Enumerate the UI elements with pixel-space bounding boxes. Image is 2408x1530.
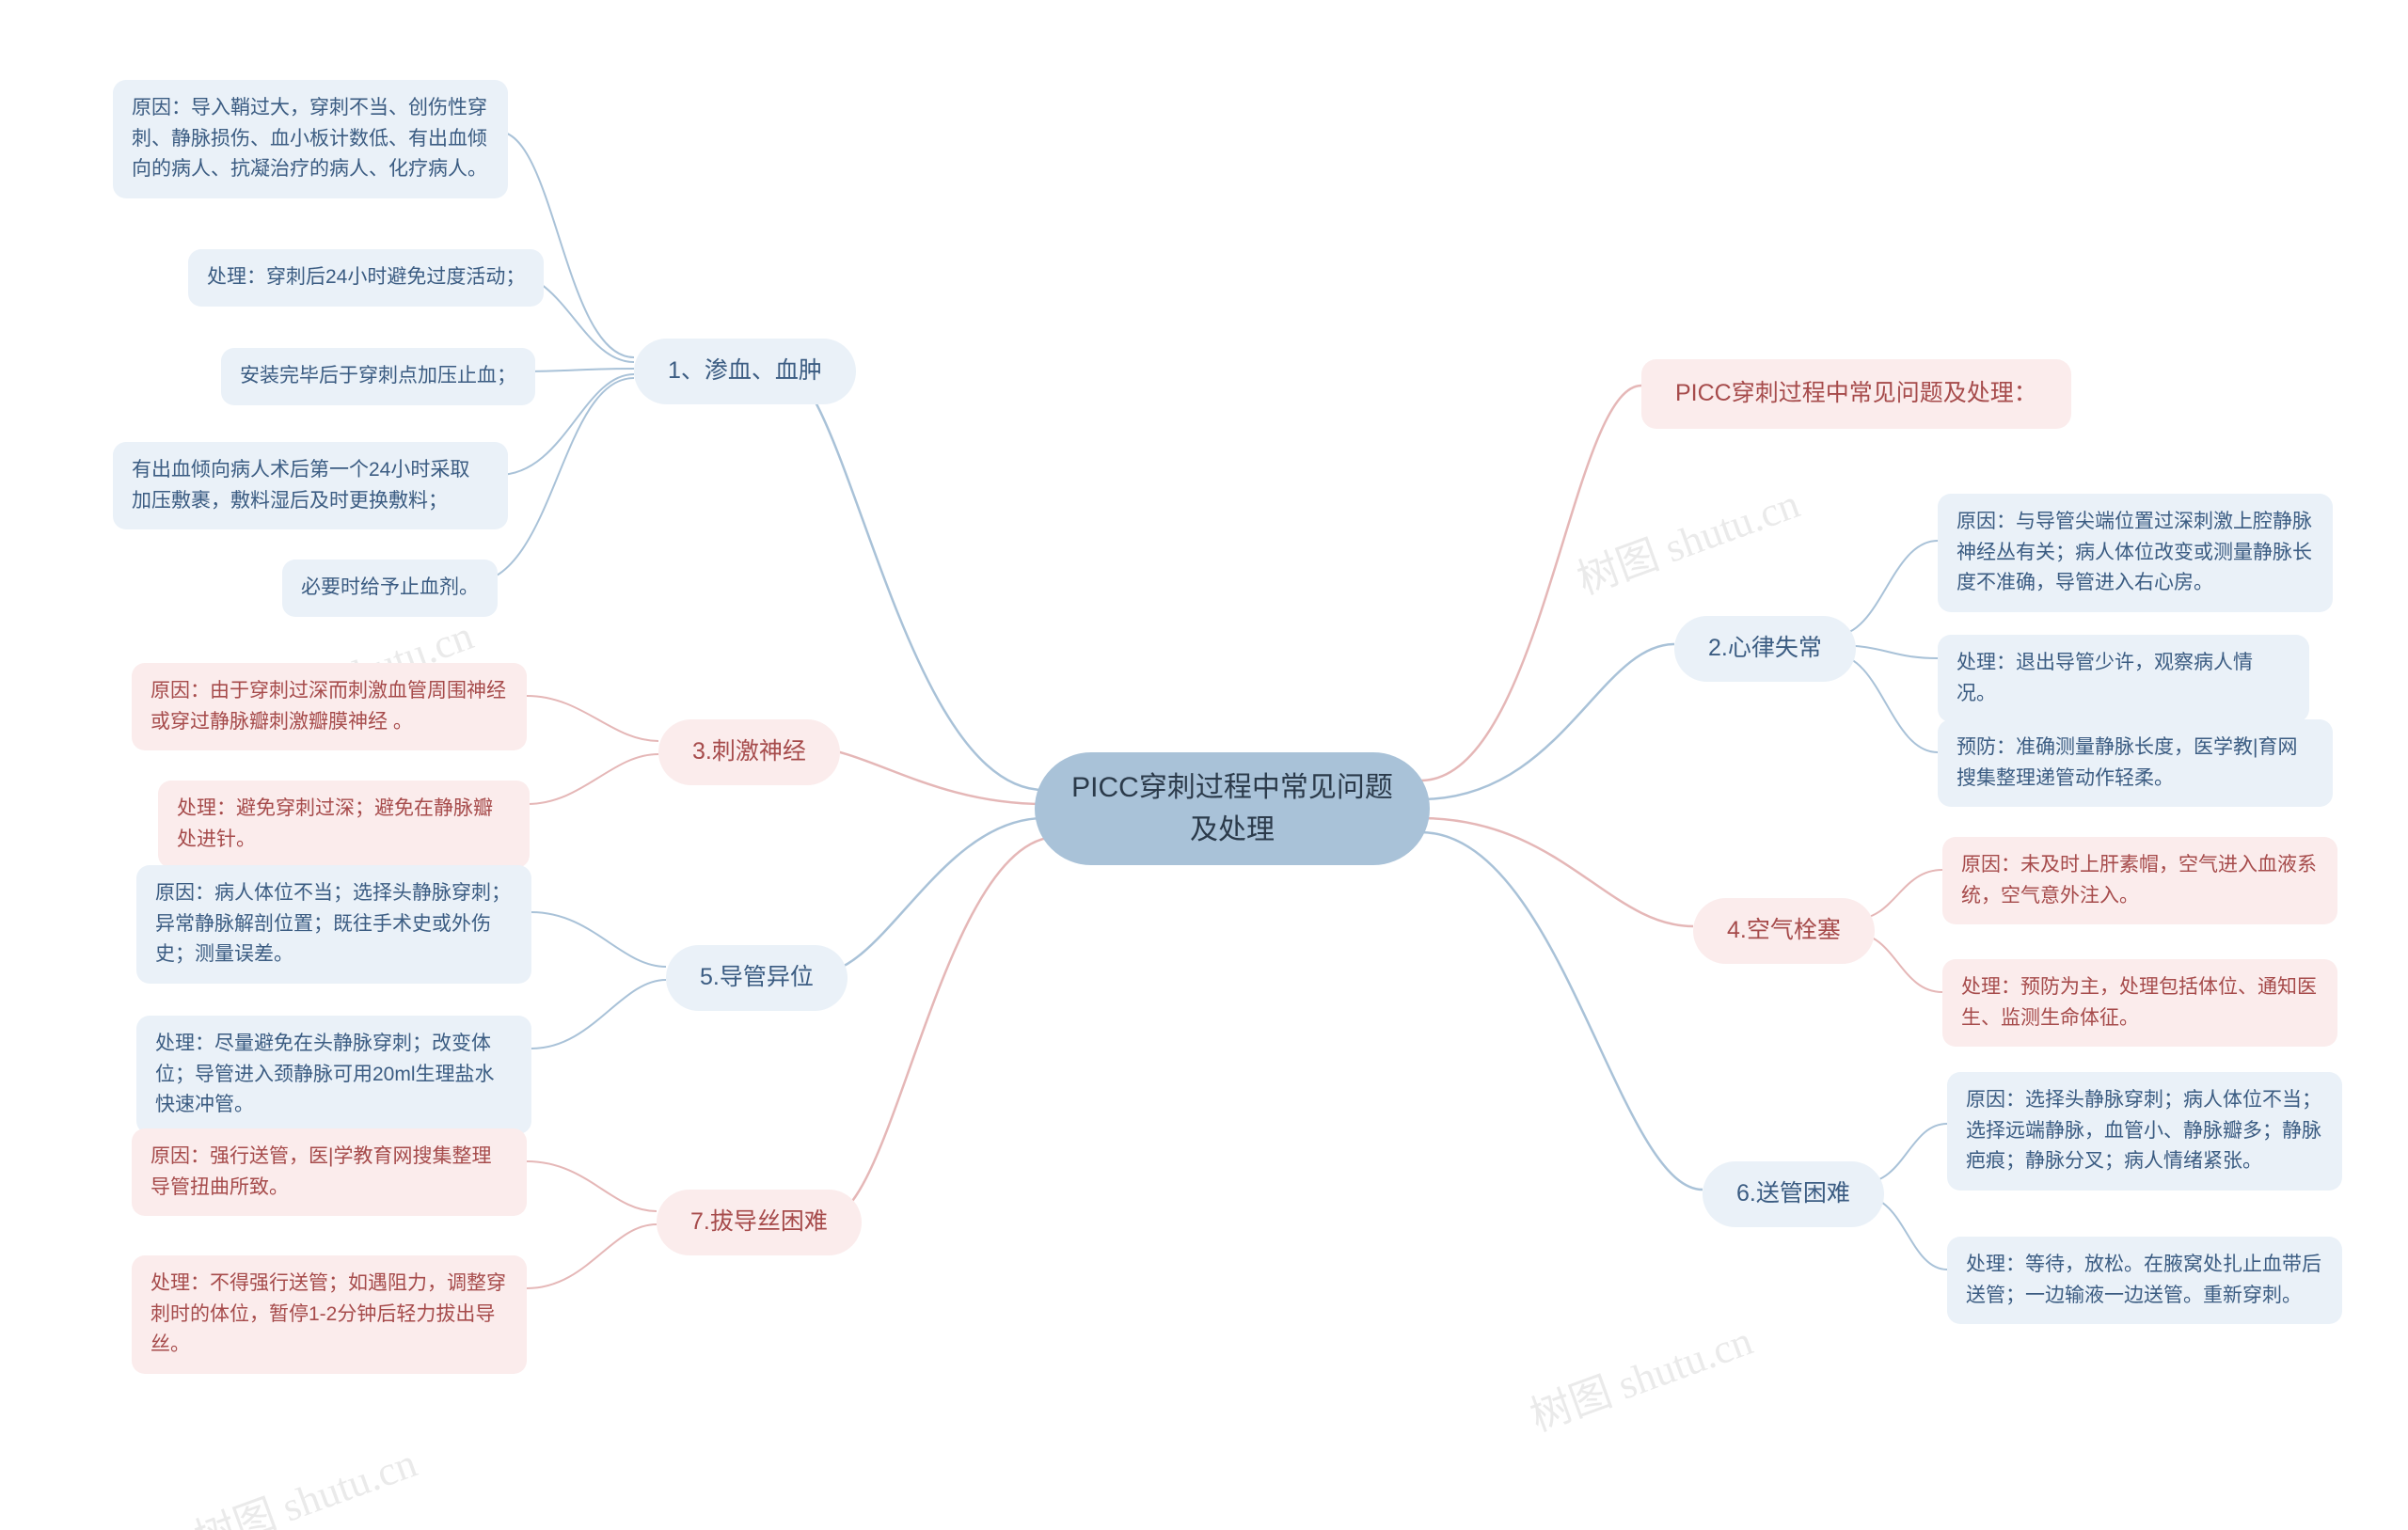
branch-4-label: 4.空气栓塞 — [1727, 913, 1841, 949]
leaf-text: 原因：与导管尖端位置过深刺激上腔静脉神经丛有关；病人体位改变或测量静脉长度不准确… — [1956, 507, 2314, 599]
leaf-b5-2: 处理：尽量避免在头静脉穿刺；改变体位；导管进入颈静脉可用20ml生理盐水快速冲管… — [136, 1016, 531, 1134]
leaf-b3-1: 原因：由于穿刺过深而刺激血管周围神经或穿过静脉瓣刺激瓣膜神经 。 — [132, 663, 527, 750]
center-title: PICC穿刺过程中常见问题及处理 — [1061, 766, 1403, 851]
leaf-text: 处理：退出导管少许，观察病人情况。 — [1956, 648, 2290, 709]
branch-3-label: 3.刺激神经 — [692, 734, 806, 770]
leaf-b1-4: 有出血倾向病人术后第一个24小时采取加压敷裹，敷料湿后及时更换敷料； — [113, 442, 508, 529]
leaf-b4-1: 原因：未及时上肝素帽，空气进入血液系统，空气意外注入。 — [1942, 837, 2337, 924]
branch-2-label: 2.心律失常 — [1708, 631, 1822, 667]
watermark: 树图 shutu.cn — [185, 1429, 424, 1530]
leaf-b1-5: 必要时给予止血剂。 — [282, 560, 498, 617]
leaf-text: 处理：避免穿刺过深；避免在静脉瓣处进针。 — [177, 794, 511, 855]
leaf-text: 预防：准确测量静脉长度，医学教|育网搜集整理递管动作轻柔。 — [1956, 733, 2314, 794]
branch-1-label: 1、渗血、血肿 — [668, 354, 822, 389]
leaf-b1-1: 原因：导入鞘过大，穿刺不当、创伤性穿刺、静脉损伤、血小板计数低、有出血倾向的病人… — [113, 80, 508, 198]
leaf-text: 有出血倾向病人术后第一个24小时采取加压敷裹，敷料湿后及时更换敷料； — [132, 455, 489, 516]
branch-3: 3.刺激神经 — [658, 719, 840, 785]
leaf-text: 处理：预防为主，处理包括体位、通知医生、监测生命体征。 — [1961, 972, 2319, 1033]
right-title-text: PICC穿刺过程中常见问题及处理： — [1675, 376, 2037, 412]
right-title: PICC穿刺过程中常见问题及处理： — [1641, 359, 2071, 429]
center-node: PICC穿刺过程中常见问题及处理 — [1035, 752, 1430, 865]
leaf-text: 原因：导入鞘过大，穿刺不当、创伤性穿刺、静脉损伤、血小板计数低、有出血倾向的病人… — [132, 93, 489, 185]
leaf-b1-3: 安装完毕后于穿刺点加压止血； — [221, 348, 535, 405]
leaf-b7-2: 处理：不得强行送管；如遇阻力，调整穿刺时的体位，暂停1-2分钟后轻力拔出导丝。 — [132, 1255, 527, 1374]
leaf-text: 处理：尽量避免在头静脉穿刺；改变体位；导管进入颈静脉可用20ml生理盐水快速冲管… — [155, 1029, 513, 1121]
leaf-b3-2: 处理：避免穿刺过深；避免在静脉瓣处进针。 — [158, 781, 530, 868]
branch-4: 4.空气栓塞 — [1693, 898, 1875, 964]
leaf-b1-2: 处理：穿刺后24小时避免过度活动； — [188, 249, 544, 307]
branch-2: 2.心律失常 — [1674, 616, 1856, 682]
leaf-b6-2: 处理：等待，放松。在腋窝处扎止血带后送管；一边输液一边送管。重新穿刺。 — [1947, 1237, 2342, 1324]
leaf-text: 原因：强行送管，医|学教育网搜集整理导管扭曲所致。 — [150, 1142, 508, 1203]
leaf-b2-1: 原因：与导管尖端位置过深刺激上腔静脉神经丛有关；病人体位改变或测量静脉长度不准确… — [1938, 494, 2333, 612]
branch-6: 6.送管困难 — [1703, 1161, 1884, 1227]
watermark: 树图 shutu.cn — [1521, 1307, 1760, 1443]
leaf-text: 原因：选择头静脉穿刺；病人体位不当；选择远端静脉，血管小、静脉瓣多；静脉疤痕；静… — [1966, 1085, 2323, 1177]
branch-5-label: 5.导管异位 — [700, 960, 814, 996]
watermark: 树图 shutu.cn — [1568, 470, 1807, 607]
branch-6-label: 6.送管困难 — [1736, 1176, 1850, 1212]
leaf-b6-1: 原因：选择头静脉穿刺；病人体位不当；选择远端静脉，血管小、静脉瓣多；静脉疤痕；静… — [1947, 1072, 2342, 1191]
leaf-text: 处理：等待，放松。在腋窝处扎止血带后送管；一边输液一边送管。重新穿刺。 — [1966, 1250, 2323, 1311]
leaf-text: 原因：未及时上肝素帽，空气进入血液系统，空气意外注入。 — [1961, 850, 2319, 911]
leaf-text: 必要时给予止血剂。 — [301, 573, 479, 604]
leaf-text: 安装完毕后于穿刺点加压止血； — [240, 361, 516, 392]
branch-1: 1、渗血、血肿 — [634, 339, 856, 404]
branch-7: 7.拔导丝困难 — [657, 1190, 862, 1255]
leaf-b2-3: 预防：准确测量静脉长度，医学教|育网搜集整理递管动作轻柔。 — [1938, 719, 2333, 807]
leaf-text: 处理：穿刺后24小时避免过度活动； — [207, 262, 525, 293]
branch-5: 5.导管异位 — [666, 945, 848, 1011]
leaf-text: 处理：不得强行送管；如遇阻力，调整穿刺时的体位，暂停1-2分钟后轻力拔出导丝。 — [150, 1269, 508, 1361]
leaf-text: 原因：病人体位不当；选择头静脉穿刺；异常静脉解剖位置；既往手术史或外伤史；测量误… — [155, 878, 513, 970]
leaf-text: 原因：由于穿刺过深而刺激血管周围神经或穿过静脉瓣刺激瓣膜神经 。 — [150, 676, 508, 737]
leaf-b2-2: 处理：退出导管少许，观察病人情况。 — [1938, 635, 2309, 722]
leaf-b7-1: 原因：强行送管，医|学教育网搜集整理导管扭曲所致。 — [132, 1128, 527, 1216]
leaf-b4-2: 处理：预防为主，处理包括体位、通知医生、监测生命体征。 — [1942, 959, 2337, 1047]
branch-7-label: 7.拔导丝困难 — [690, 1205, 828, 1240]
leaf-b5-1: 原因：病人体位不当；选择头静脉穿刺；异常静脉解剖位置；既往手术史或外伤史；测量误… — [136, 865, 531, 984]
